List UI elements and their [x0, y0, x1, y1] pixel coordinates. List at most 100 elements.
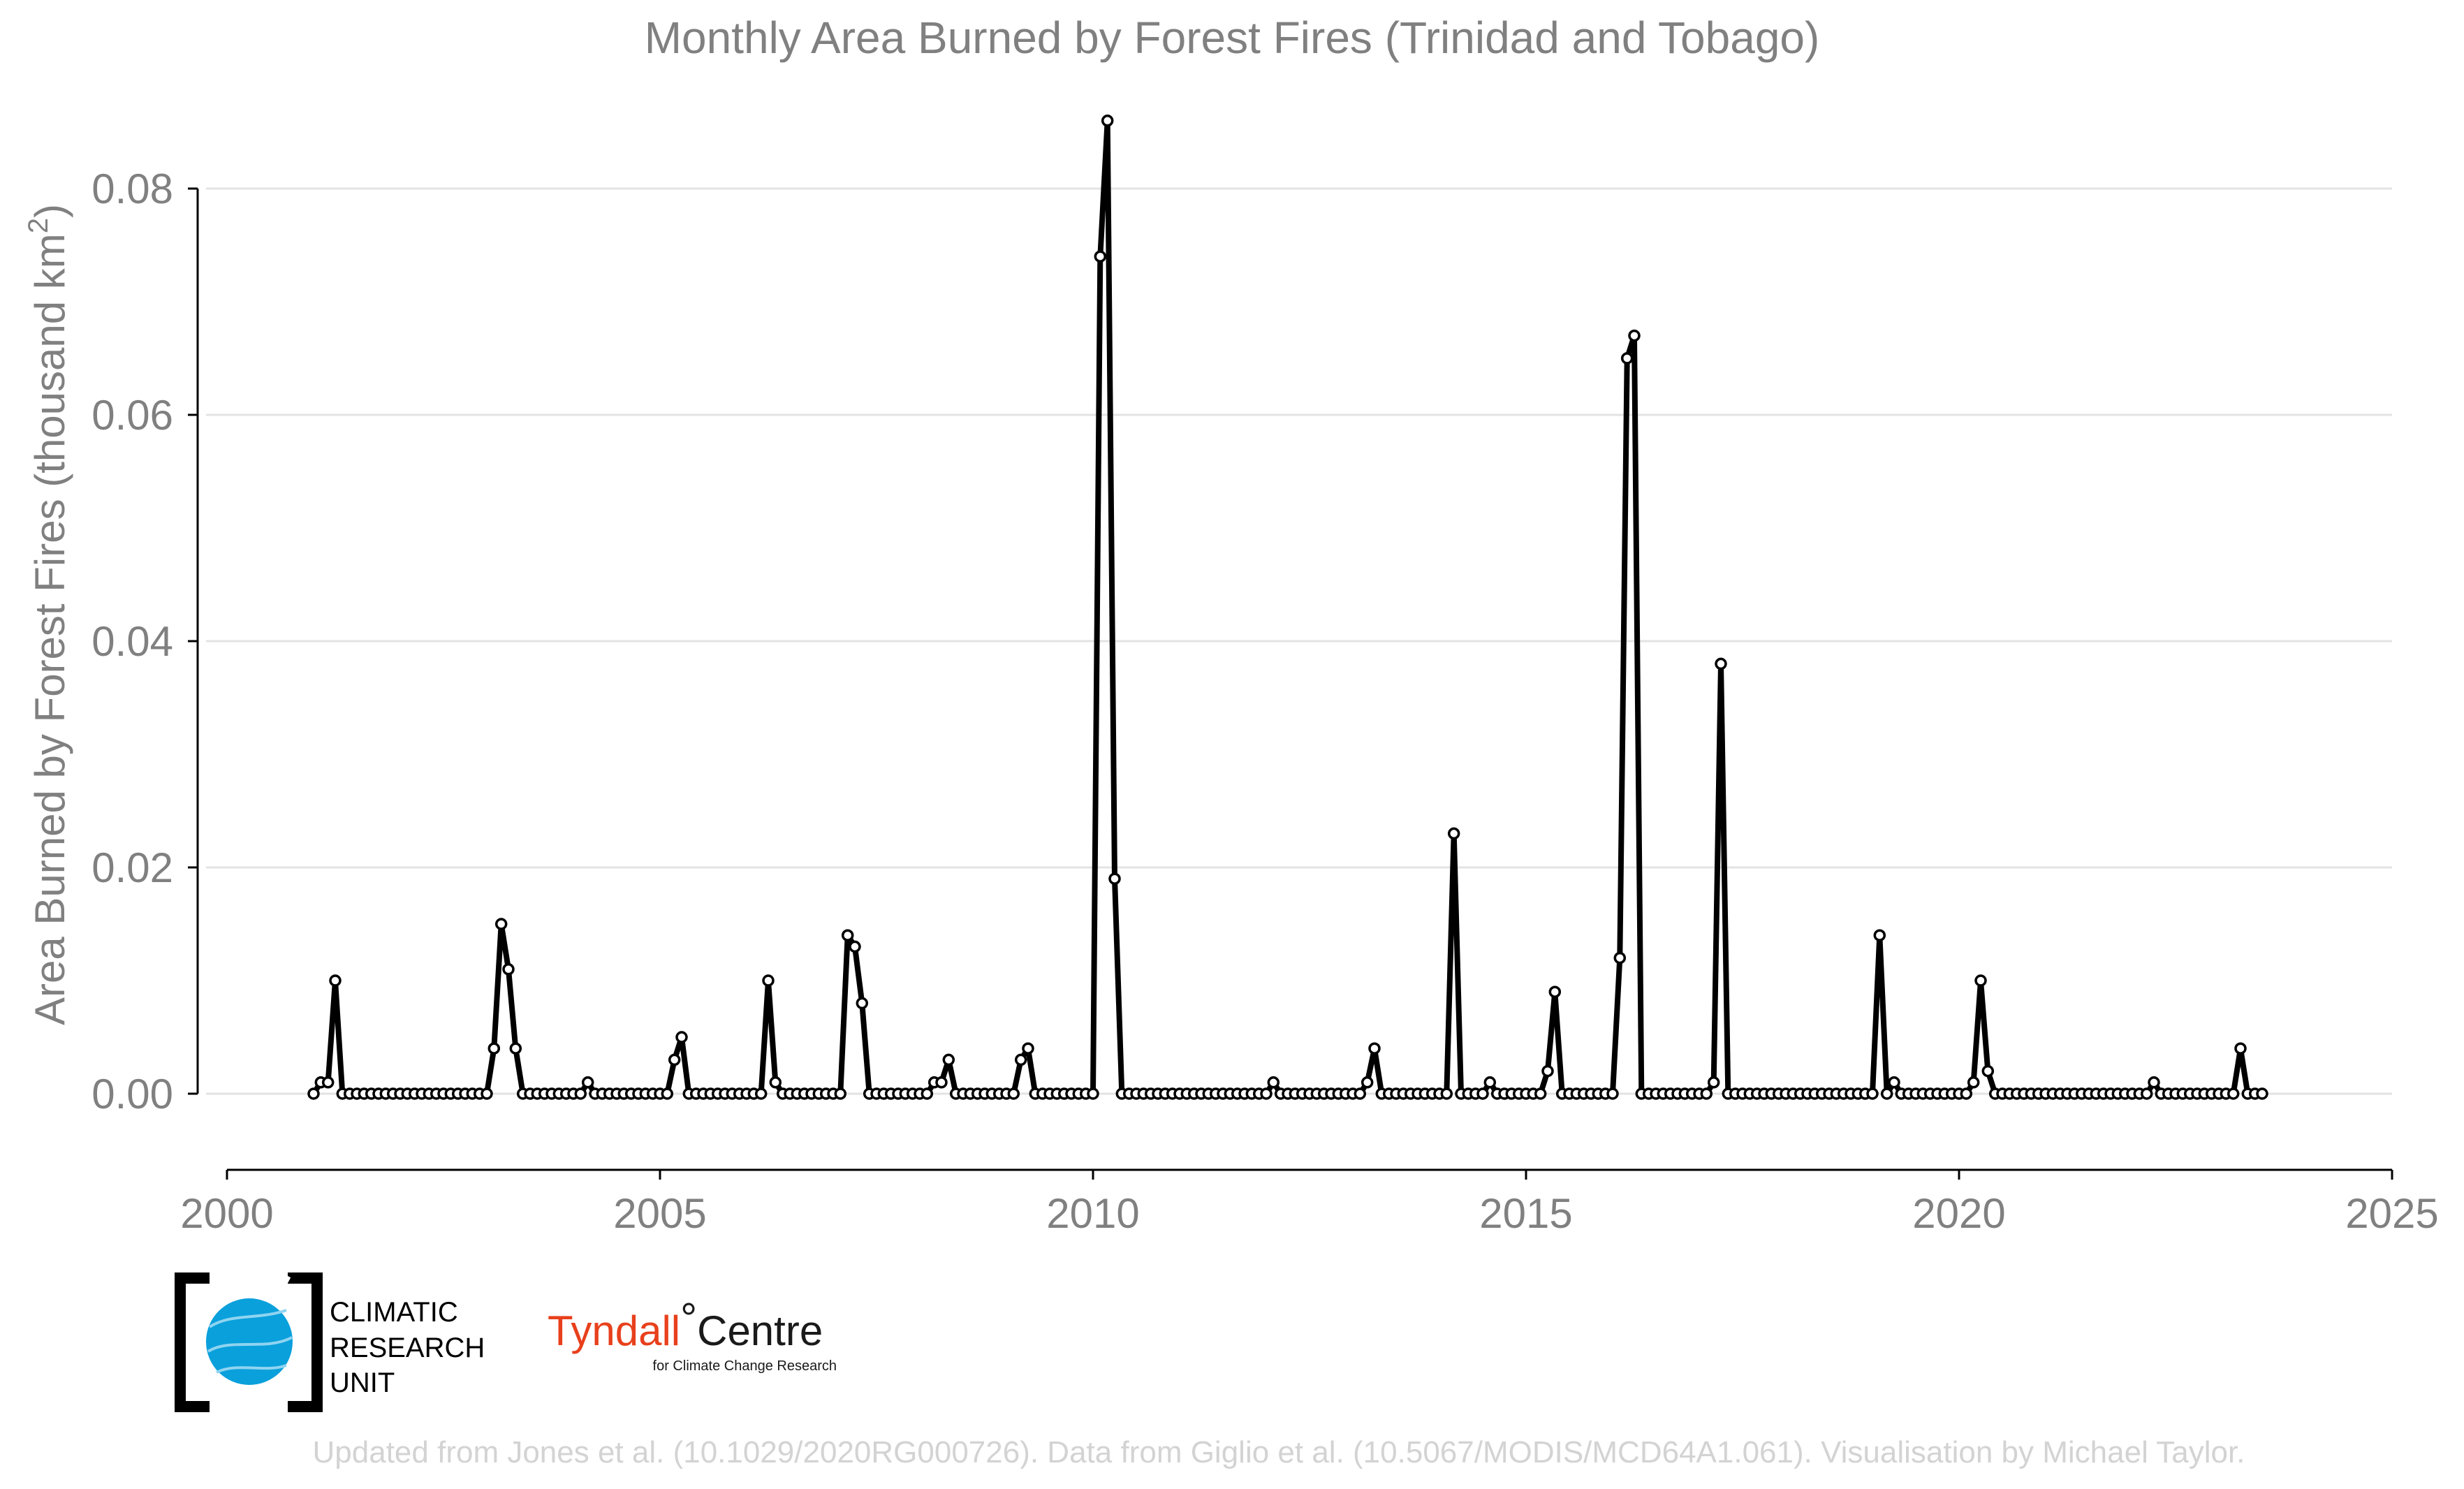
cru-bracket-left-icon — [175, 1272, 210, 1412]
data-point — [494, 918, 508, 930]
y-tick-label: 0.02 — [91, 844, 173, 891]
data-point — [487, 1042, 501, 1055]
data-point — [1108, 872, 1121, 885]
y-tick-label: 0.00 — [91, 1071, 173, 1117]
tyndall-logo: Tyndall°Centre for Climate Change Resear… — [548, 1295, 837, 1374]
data-point — [574, 1087, 587, 1100]
data-point — [1606, 1087, 1619, 1100]
data-point — [1368, 1042, 1381, 1055]
data-point — [481, 1087, 493, 1100]
series-line — [311, 117, 2262, 1096]
x-tick-label: 2025 — [2345, 1190, 2438, 1237]
data-point — [1361, 1076, 1374, 1089]
data-point — [1967, 1076, 1980, 1089]
x-tick-label: 2020 — [1912, 1190, 2005, 1237]
data-point — [668, 1053, 681, 1066]
gridlines — [206, 187, 2392, 1095]
globe-swirl-3 — [216, 1364, 287, 1374]
data-point — [1354, 1087, 1367, 1100]
cru-bracket-right-icon — [288, 1272, 323, 1412]
series-area-burned — [307, 115, 2268, 1100]
data-point — [1440, 1087, 1453, 1100]
data-point — [1548, 985, 1562, 998]
data-point — [1260, 1087, 1273, 1100]
y-axis-label-superscript: 2 — [23, 218, 54, 233]
data-point — [1022, 1042, 1034, 1055]
data-point — [1620, 352, 1634, 365]
tyndall-centre-word: Centre — [697, 1307, 823, 1354]
data-point — [1960, 1087, 1973, 1100]
cru-text-line3: UNIT — [330, 1367, 395, 1398]
globe-swirl-1 — [208, 1309, 287, 1328]
data-point — [1267, 1076, 1280, 1089]
x-axis: 2000 2005 2010 2015 2020 2025 — [180, 1170, 2439, 1237]
data-point — [942, 1053, 955, 1066]
data-point — [856, 997, 869, 1010]
data-point — [1866, 1087, 1879, 1100]
data-point — [841, 929, 854, 941]
x-tick-label: 2000 — [180, 1190, 273, 1237]
data-point — [1873, 929, 1886, 941]
data-point — [1014, 1053, 1027, 1066]
credit-line: Updated from Jones et al. (10.1029/2020R… — [313, 1435, 2245, 1469]
tyndall-subtitle: for Climate Change Research — [653, 1358, 837, 1374]
data-point — [1707, 1076, 1720, 1089]
y-axis-label-text: Area Burned by Forest Fires (thousand km — [27, 233, 73, 1025]
data-point — [1613, 951, 1627, 964]
data-point — [834, 1087, 847, 1100]
data-point — [935, 1076, 948, 1089]
data-point — [661, 1087, 674, 1100]
y-tick-label: 0.08 — [91, 166, 173, 212]
y-tick-label: 0.04 — [91, 618, 173, 665]
data-point — [2256, 1087, 2268, 1100]
data-point — [1628, 329, 1641, 342]
data-point — [1541, 1064, 1554, 1078]
x-tick-label: 2005 — [613, 1190, 706, 1237]
data-point — [581, 1076, 594, 1089]
data-point — [1101, 115, 1114, 127]
data-point — [754, 1087, 768, 1100]
tyndall-wordmark: Tyndall°Centre — [548, 1295, 823, 1354]
data-point — [2148, 1076, 2160, 1089]
data-point — [1700, 1087, 1713, 1100]
globe-swirl-2 — [207, 1336, 293, 1353]
data-point — [1888, 1076, 1900, 1089]
data-point — [1981, 1064, 1995, 1078]
data-point — [1094, 250, 1107, 263]
cru-text-line1: CLIMATIC — [330, 1297, 458, 1328]
data-point — [1483, 1076, 1497, 1089]
data-point — [1476, 1087, 1489, 1100]
cru-bracket-notch-bottom — [205, 1384, 227, 1414]
data-point — [1087, 1087, 1099, 1100]
cru-logo: CLIMATIC RESEARCH UNIT — [175, 1272, 485, 1414]
y-tick-label: 0.06 — [91, 392, 173, 439]
data-point — [849, 940, 861, 953]
tyndall-degree: ° — [680, 1295, 697, 1342]
y-axis: 0.00 0.02 0.04 0.06 0.08 — [91, 166, 198, 1117]
tyndall-word: Tyndall — [548, 1307, 680, 1354]
y-axis-label-close: ) — [27, 204, 73, 218]
data-point — [762, 974, 775, 987]
data-point — [1974, 974, 1987, 987]
data-point — [1880, 1087, 1893, 1100]
data-point — [2234, 1042, 2247, 1055]
data-point — [1007, 1087, 1020, 1100]
x-tick-label: 2010 — [1046, 1190, 1139, 1237]
data-point — [502, 963, 515, 976]
data-point — [2140, 1087, 2153, 1100]
data-point — [921, 1087, 934, 1100]
cru-bracket-notch-top — [269, 1272, 291, 1302]
data-point — [321, 1076, 335, 1089]
data-point — [329, 974, 342, 987]
data-point — [675, 1031, 688, 1043]
data-point — [2227, 1087, 2240, 1100]
data-point — [1715, 657, 1727, 670]
x-tick-label: 2015 — [1479, 1190, 1572, 1237]
chart-title: Monthly Area Burned by Forest Fires (Tri… — [645, 13, 1820, 63]
data-point — [1447, 827, 1460, 840]
data-point — [1534, 1087, 1547, 1100]
cru-text-line2: RESEARCH — [330, 1333, 485, 1363]
y-axis-label: Area Burned by Forest Fires (thousand km… — [23, 204, 73, 1025]
data-point — [509, 1042, 522, 1055]
